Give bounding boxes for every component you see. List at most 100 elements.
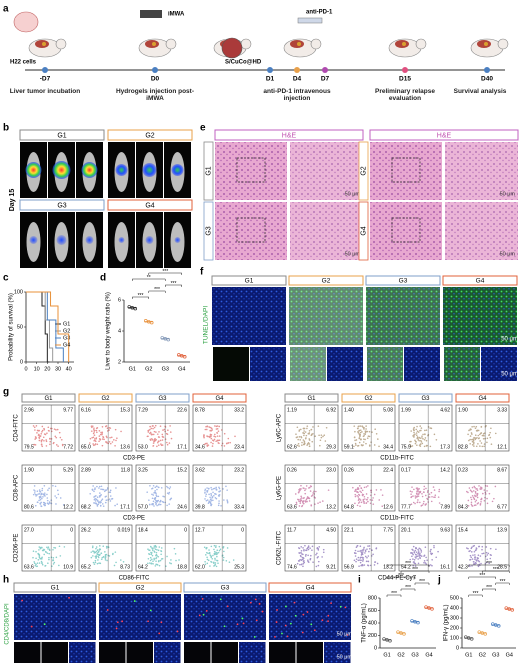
flow-event [218,500,220,502]
flow-event [209,502,212,505]
flow-event [420,439,422,442]
flow-event [156,500,159,503]
flow-event [212,487,215,490]
flow-event [153,430,156,433]
flow-event [50,502,53,505]
quadrant-value: 3.62 [195,467,205,473]
group-header: G3 [399,278,408,285]
significance-bracket [148,290,166,293]
group-tag [203,201,214,261]
timeline-day: -D7 [40,76,51,83]
flow-event [420,551,423,553]
flow-event [431,559,433,561]
flow-event [41,546,43,549]
flow-event [57,445,59,447]
flow-event [310,504,313,507]
flow-event [361,431,363,433]
flow-event [437,550,439,553]
flow-events [295,425,328,448]
group-header-box [135,393,190,403]
flow-event [152,425,154,427]
data-point [416,620,420,625]
flow-event [43,439,45,442]
flow-event [303,561,306,564]
group-header-box [107,129,193,141]
flow-event [419,548,422,550]
flow-event [425,494,427,497]
positive-cell [339,605,342,608]
flow-event [306,500,308,503]
flow-event [155,494,158,496]
flow-event [210,427,213,430]
flow-event [203,546,206,549]
flow-event [304,489,306,492]
flow-event [422,433,424,436]
flow-event [149,431,152,434]
stain-header-box [369,129,519,141]
flow-event [152,484,155,487]
flow-event [203,434,205,437]
flow-event [321,500,324,502]
quadrant-value: 4.50 [326,527,336,533]
panel-label: e [200,123,206,134]
flow-event [95,437,97,440]
flow-event [34,436,37,438]
flow-event [361,563,364,566]
flow-event [317,425,320,427]
syringe [297,17,323,24]
tunel-image [443,287,517,345]
flow-event [168,562,171,564]
flow-event [353,445,355,448]
flow-event [423,485,426,488]
flow-event [419,557,421,560]
flow-event [93,552,96,554]
flow-event [365,560,368,563]
flow-event [303,442,306,445]
flow-event [158,431,160,433]
flow-event [434,494,437,497]
flow-event [154,548,157,551]
flow-event [96,505,99,507]
flow-event [375,432,378,435]
quadrant-value: 5.29 [63,467,73,473]
flow-plot [341,404,396,452]
positive-cell [284,624,287,627]
flow-event [317,549,320,551]
quadrant-value: 23.4 [234,444,244,450]
flow-event [421,435,423,438]
positive-cell [147,620,149,623]
flow-event [55,436,58,439]
zoom-box [236,217,266,243]
flow-event [483,499,486,502]
group-header: G3 [158,396,167,402]
flow-event [215,489,218,491]
flow-event [209,554,212,557]
flow-event [475,425,478,428]
flow-event [297,438,299,441]
flow-event [474,434,477,437]
flow-event [217,430,220,432]
data-point [127,305,131,309]
flow-event [149,439,152,441]
flow-event [312,433,314,435]
flow-event [428,496,431,498]
flow-event [416,488,419,491]
quadrant-value: 11.8 [121,467,131,473]
quadrant-value: 33.4 [234,504,244,510]
flow-event [353,425,356,427]
flow-event [209,565,211,567]
if-channel [154,642,181,663]
flow-events [32,484,65,508]
data-point [160,336,165,340]
x-tick-label: G2 [397,652,404,658]
flow-event [321,556,323,558]
zoom-box [391,217,421,243]
flow-event [302,487,304,489]
flow-event [150,553,153,556]
flow-event [152,494,155,496]
flow-event [362,435,365,438]
flow-event [479,555,482,557]
group-header: G1 [245,278,254,285]
data-point [183,354,187,359]
data-point [477,630,482,634]
